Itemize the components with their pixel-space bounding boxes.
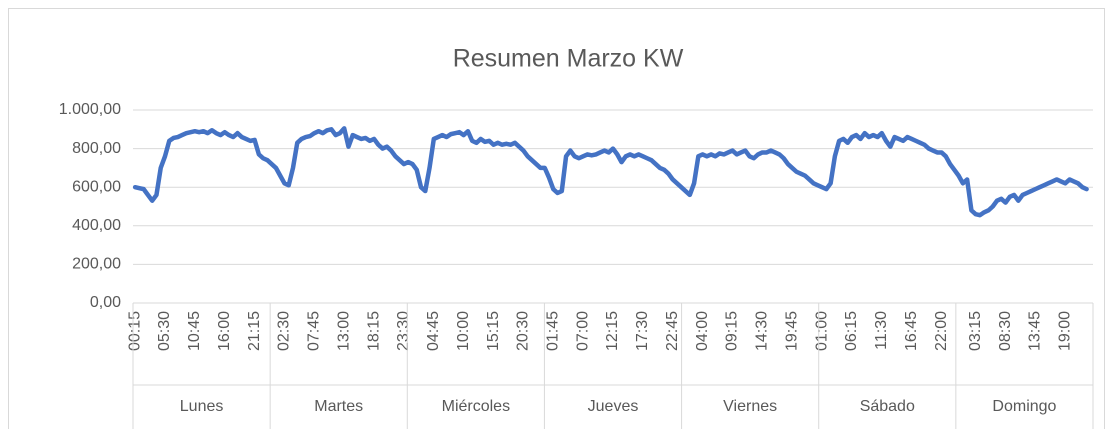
x-tick-label: 03:15 <box>967 311 984 351</box>
x-tick-label: 16:45 <box>903 311 920 351</box>
x-tick-label: 16:00 <box>216 311 233 351</box>
group-label: Jueves <box>588 398 639 415</box>
x-tick-label: 05:30 <box>156 311 173 351</box>
group-label: Martes <box>314 398 363 415</box>
y-tick-label: 600,00 <box>72 178 121 195</box>
x-tick-label: 01:45 <box>544 311 561 351</box>
y-tick-label: 0,00 <box>90 294 121 311</box>
group-label: Sábado <box>860 398 915 415</box>
x-tick-label: 23:30 <box>395 311 412 351</box>
x-tick-label: 10:45 <box>186 311 203 351</box>
x-tick-label: 22:00 <box>933 311 950 351</box>
x-tick-label: 17:30 <box>634 311 651 351</box>
x-tick-label: 13:00 <box>335 311 352 351</box>
x-tick-label: 14:30 <box>754 311 771 351</box>
x-tick-label: 19:00 <box>1056 311 1073 351</box>
x-tick-label: 22:45 <box>664 311 681 351</box>
group-label: Viernes <box>723 398 777 415</box>
x-tick-label: 06:15 <box>843 311 860 351</box>
y-tick-label: 1.000,00 <box>59 101 121 118</box>
x-tick-label: 01:00 <box>813 311 830 351</box>
chart-title: Resumen Marzo KW <box>453 45 684 73</box>
group-label: Miércoles <box>442 398 510 415</box>
chart-border <box>8 8 1105 429</box>
group-label: Lunes <box>180 398 224 415</box>
y-tick-label: 400,00 <box>72 217 121 234</box>
data-line <box>132 126 1089 218</box>
x-tick-label: 04:00 <box>694 311 711 351</box>
x-tick-label: 07:00 <box>574 311 591 351</box>
x-tick-label: 18:15 <box>365 311 382 351</box>
y-tick-label: 200,00 <box>72 256 121 273</box>
x-tick-label: 13:45 <box>1027 311 1044 351</box>
y-tick-label: 800,00 <box>72 140 121 157</box>
x-tick-label: 10:00 <box>455 311 472 351</box>
x-tick-label: 07:45 <box>306 311 323 351</box>
x-tick-label: 09:15 <box>724 311 741 351</box>
x-tick-label: 19:45 <box>783 311 800 351</box>
x-tick-label: 04:45 <box>425 311 442 351</box>
x-tick-label: 20:30 <box>515 311 532 351</box>
group-label: Domingo <box>992 398 1056 415</box>
x-tick-label: 11:30 <box>873 311 890 350</box>
x-tick-label: 02:30 <box>276 311 293 351</box>
x-tick-label: 21:15 <box>246 311 263 351</box>
x-tick-label: 08:30 <box>997 311 1014 351</box>
x-tick-label: 00:15 <box>126 311 143 351</box>
x-tick-label: 15:15 <box>485 311 502 351</box>
x-tick-label: 12:15 <box>604 311 621 351</box>
